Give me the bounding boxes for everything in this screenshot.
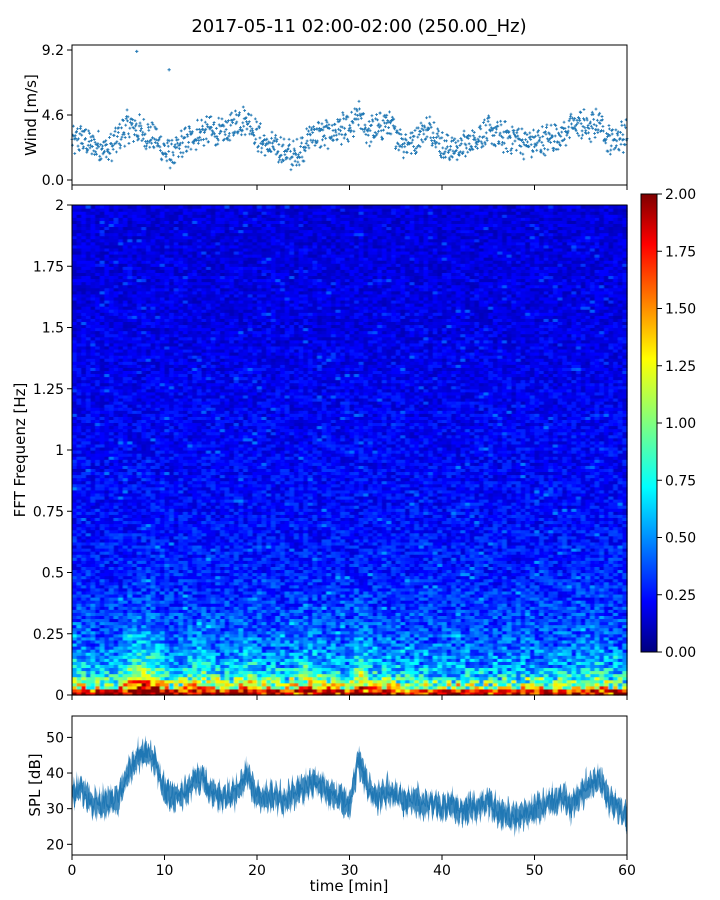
wind-panel: 0.0 4.6 9.2 Wind [m/s] (22, 43, 628, 190)
figure-title: 2017-05-11 02:00-02:00 (250.00_Hz) (191, 16, 526, 37)
wind-y-axis-label: Wind [m/s] (22, 74, 40, 156)
wind-x-ticks (72, 185, 627, 190)
wind-y-tick-label: 0.0 (42, 173, 64, 189)
wind-y-tick-label: 9.2 (42, 43, 64, 59)
spectrogram-cells (72, 205, 628, 696)
wind-plot-area (72, 45, 627, 185)
wind-y-ticks: 0.0 4.6 9.2 (42, 43, 72, 189)
wind-y-tick-label: 4.6 (42, 108, 64, 124)
